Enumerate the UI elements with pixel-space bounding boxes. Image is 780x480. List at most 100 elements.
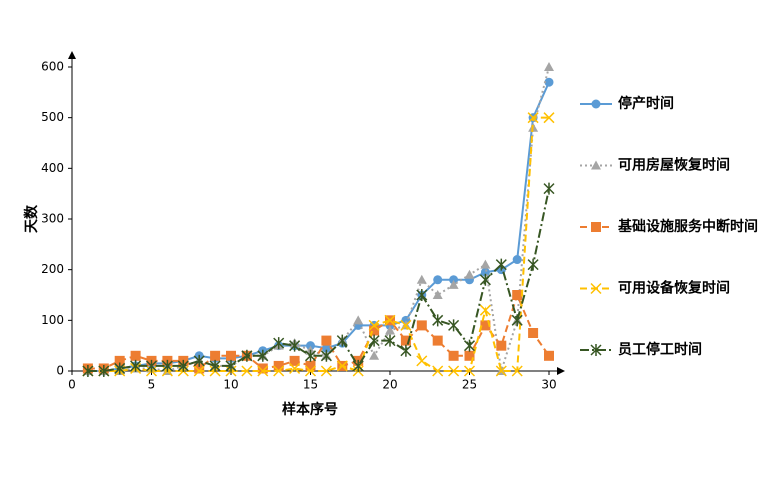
legend-label: 员工停工时间 — [618, 341, 702, 358]
data-point — [209, 359, 221, 372]
legend-marker — [590, 282, 602, 295]
data-point — [369, 325, 380, 336]
x-axis-label: 样本序号 — [282, 401, 338, 418]
y-tick-label: 0 — [56, 364, 64, 378]
data-point — [479, 304, 491, 316]
data-point — [449, 275, 459, 285]
data-point — [289, 339, 301, 352]
data-point — [82, 365, 94, 377]
data-point — [114, 355, 125, 366]
data-point — [353, 315, 364, 325]
data-point — [400, 344, 412, 357]
x-tick-label: 20 — [382, 378, 397, 392]
data-point — [193, 365, 205, 377]
data-point — [464, 350, 475, 361]
data-point — [480, 320, 491, 331]
data-point — [527, 258, 539, 271]
y-tick-label: 500 — [41, 110, 64, 124]
data-point — [241, 349, 253, 362]
data-point — [225, 359, 237, 372]
data-point — [177, 359, 189, 372]
legend-marker — [590, 344, 602, 356]
y-tick-label: 400 — [41, 161, 64, 175]
data-point — [432, 365, 444, 377]
x-tick-label: 25 — [462, 378, 477, 392]
legend-marker — [591, 99, 601, 109]
data-point — [257, 365, 269, 377]
data-point — [400, 335, 411, 346]
data-point — [544, 77, 554, 87]
data-point — [448, 365, 460, 377]
data-point — [305, 360, 316, 371]
data-point — [145, 359, 158, 372]
data-point — [368, 334, 380, 347]
data-point — [161, 359, 173, 372]
y-axis-label: 天数 — [23, 204, 40, 233]
data-point — [289, 355, 300, 366]
data-point — [448, 279, 459, 289]
x-tick-label: 0 — [68, 378, 76, 392]
data-point — [289, 362, 301, 374]
x-tick-label: 30 — [541, 378, 556, 392]
data-point — [496, 340, 507, 351]
data-point — [511, 365, 523, 377]
data-point — [448, 319, 460, 332]
x-tick-label: 10 — [223, 378, 238, 392]
data-point — [432, 335, 443, 346]
data-point — [130, 350, 141, 361]
data-point — [400, 319, 412, 331]
legend-marker — [591, 222, 601, 232]
data-point — [384, 334, 396, 347]
data-point — [320, 349, 332, 362]
data-point — [463, 339, 476, 352]
series-line — [87, 188, 550, 372]
data-point — [130, 359, 142, 372]
data-point — [543, 182, 555, 195]
data-point — [480, 259, 491, 269]
data-point — [273, 337, 285, 350]
data-point — [336, 334, 348, 347]
data-point — [273, 360, 284, 371]
data-point — [385, 325, 395, 335]
y-tick-label: 300 — [41, 212, 64, 226]
data-point — [495, 258, 507, 271]
data-point — [210, 350, 221, 361]
data-point — [495, 365, 507, 377]
data-point — [384, 314, 396, 326]
series-line — [87, 66, 550, 373]
data-point — [320, 365, 332, 377]
data-point — [273, 365, 285, 377]
data-point — [544, 62, 554, 71]
data-point — [432, 290, 443, 299]
y-axis-arrow — [68, 51, 76, 59]
data-point — [257, 349, 269, 362]
data-point — [368, 319, 380, 331]
data-point — [114, 362, 126, 375]
x-tick-label: 15 — [303, 378, 318, 392]
data-point — [226, 350, 236, 361]
y-tick-label: 200 — [41, 262, 64, 276]
data-point — [432, 314, 444, 327]
data-point — [98, 365, 110, 377]
data-point — [304, 365, 317, 377]
data-point — [448, 350, 459, 361]
data-point — [416, 289, 428, 301]
data-point — [433, 275, 443, 285]
data-point — [416, 355, 428, 367]
data-point — [321, 335, 332, 346]
data-point — [512, 255, 522, 265]
data-point — [369, 350, 380, 360]
data-point — [257, 363, 268, 374]
legend-label: 可用设备恢复时间 — [618, 280, 730, 297]
legend-marker — [591, 160, 601, 170]
data-point — [241, 365, 253, 377]
data-point — [306, 341, 315, 351]
data-point — [511, 314, 523, 327]
data-point — [463, 365, 476, 377]
data-point — [321, 343, 331, 353]
x-axis-arrow — [557, 367, 565, 375]
data-point — [527, 112, 539, 124]
legend-label: 基础设施服务中断时间 — [618, 218, 758, 235]
data-point — [544, 350, 554, 361]
data-point — [543, 112, 555, 124]
